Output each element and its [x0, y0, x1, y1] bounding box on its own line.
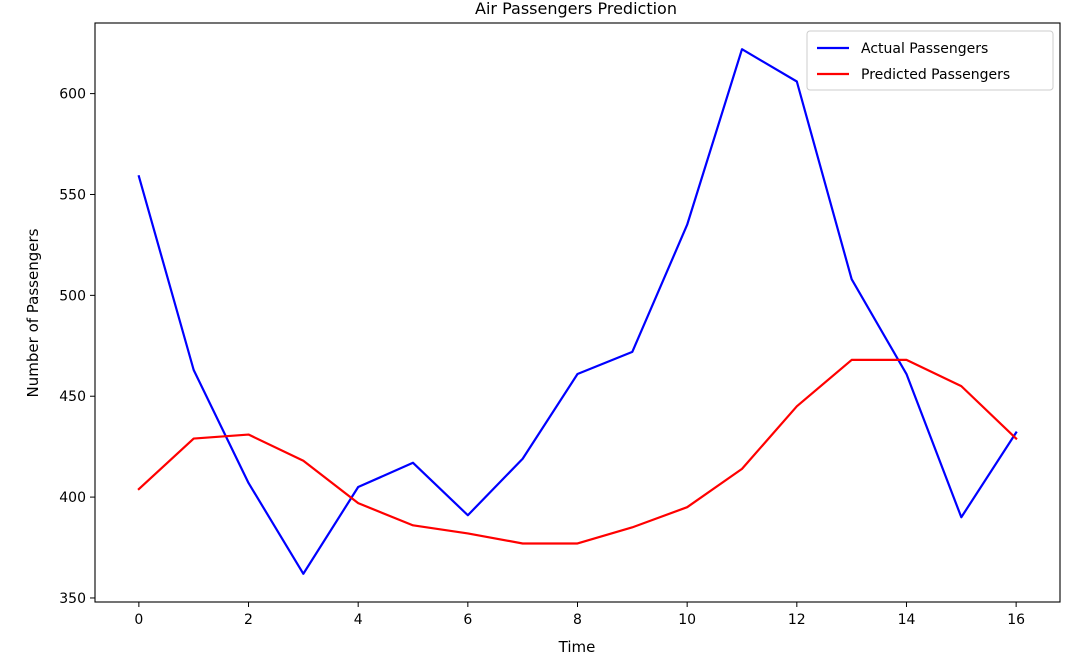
y-axis-label: Number of Passengers [24, 228, 42, 397]
x-tick-label: 6 [463, 612, 472, 628]
legend-label-0: Actual Passengers [861, 41, 988, 57]
chart-title: Air Passengers Prediction [475, 0, 677, 18]
x-tick-label: 0 [134, 612, 143, 628]
series-line-1 [137, 358, 1018, 545]
plot-area [137, 48, 1018, 575]
x-tick-label: 14 [898, 612, 916, 628]
x-tick-label: 16 [1007, 612, 1025, 628]
y-tick-label: 400 [59, 490, 86, 506]
x-axis-label: Time [558, 638, 596, 656]
legend: Actual Passengers Predicted Passengers [806, 30, 1054, 91]
x-tick-label: 8 [573, 612, 582, 628]
axes-frame [94, 22, 1061, 603]
y-tick-label: 550 [59, 187, 86, 203]
x-tick-label: 10 [678, 612, 696, 628]
y-tick-label: 600 [59, 87, 86, 103]
x-tick-label: 2 [244, 612, 253, 628]
y-tick-label: 450 [59, 389, 86, 405]
axes: 0 2 4 6 8 10 12 14 16 350 400 450 500 550 600 [59, 22, 1061, 628]
y-tick-label: 350 [59, 591, 86, 607]
y-tick-label: 500 [59, 288, 86, 304]
x-tick-label: 4 [354, 612, 363, 628]
legend-box [806, 30, 1054, 91]
x-tick-label: 12 [788, 612, 806, 628]
series-line-0 [137, 48, 1018, 575]
legend-label-1: Predicted Passengers [861, 67, 1010, 83]
